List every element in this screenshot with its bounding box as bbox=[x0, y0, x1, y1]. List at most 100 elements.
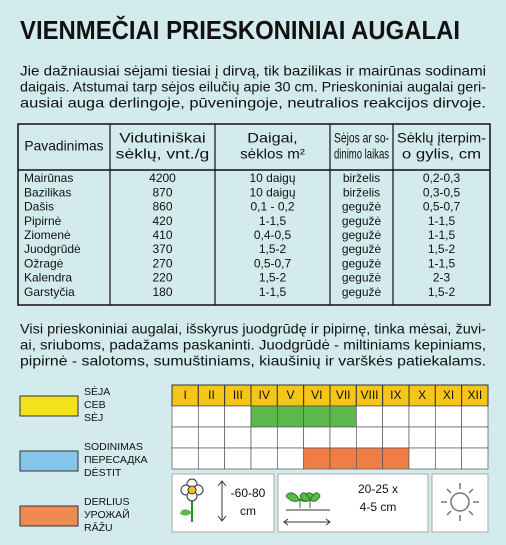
month-label: VI bbox=[311, 388, 322, 402]
table-cell: 220 bbox=[152, 271, 172, 285]
spacing-label: cm bbox=[240, 504, 256, 518]
calendar-cell bbox=[382, 447, 410, 470]
table-cell: 270 bbox=[152, 256, 172, 270]
intro-line: Jie dažniausiai sėjami tiesiai į dirvą, … bbox=[20, 63, 486, 79]
intro-line: daigais. Atstumai tarp sėjos eilučių api… bbox=[20, 79, 486, 95]
table-cell: gegužė bbox=[342, 214, 382, 228]
calendar-cell bbox=[355, 447, 384, 470]
table-cell: Pipirnė bbox=[24, 214, 62, 228]
calendar-cell bbox=[408, 426, 436, 449]
calendar-cell bbox=[434, 426, 463, 449]
icons bbox=[171, 473, 489, 533]
calendar-cell bbox=[329, 447, 357, 470]
calendar-cell bbox=[303, 447, 331, 470]
table-cell: 370 bbox=[152, 242, 172, 256]
month-label: X bbox=[418, 388, 426, 402]
table-cell: Dašis bbox=[24, 200, 54, 214]
table-cell: 10 daigų bbox=[249, 171, 295, 185]
calendar-cell bbox=[303, 426, 331, 449]
table-cell: 0,1 - 0,2 bbox=[250, 200, 294, 214]
legend-label: СЕВ bbox=[84, 399, 106, 411]
month-label: IV bbox=[258, 388, 269, 402]
month-label: II bbox=[208, 388, 215, 402]
calendar-cell bbox=[250, 447, 278, 470]
calendar-cell bbox=[382, 405, 410, 428]
calendar-cell bbox=[355, 405, 384, 428]
table-cell: 0,5-0,7 bbox=[254, 256, 292, 270]
table-cell: birželis bbox=[343, 171, 380, 185]
legend-swatch bbox=[19, 395, 79, 417]
spacing-label: -60-80 bbox=[231, 486, 266, 500]
month-label: III bbox=[233, 388, 243, 402]
calendar-cell bbox=[197, 426, 226, 449]
calendar-cell bbox=[408, 405, 436, 428]
table-cell: Bazilikas bbox=[24, 185, 71, 199]
table-cell: Mairūnas bbox=[24, 171, 73, 185]
calendar-cell bbox=[434, 447, 463, 470]
note-line: ai, sriuboms, padažams paskaninti. Juodg… bbox=[20, 337, 486, 353]
table-cell: 1,5-2 bbox=[259, 242, 287, 256]
month-label: XI bbox=[443, 388, 454, 402]
legend-label: УРОЖАЙ bbox=[84, 508, 130, 521]
legend-label: SĖJA bbox=[84, 385, 110, 398]
legend-swatch bbox=[19, 450, 79, 472]
table-cell: gegužė bbox=[342, 256, 382, 270]
column-header: dinimo laikas bbox=[334, 146, 389, 162]
sun-icon bbox=[441, 483, 479, 521]
table-cell: 10 daigų bbox=[249, 185, 295, 199]
calendar-cell bbox=[434, 405, 463, 428]
note-line: pipirnė - salotoms, sumuštiniams, kiauši… bbox=[20, 353, 486, 369]
calendar-cell bbox=[329, 426, 357, 449]
month-label: I bbox=[183, 388, 186, 402]
spacing-label: 20-25 x bbox=[358, 482, 398, 496]
calendar-cell bbox=[171, 447, 199, 470]
table-cell: gegužė bbox=[342, 242, 382, 256]
intro-line: ausiai auga derlingoje, pūveningoje, neu… bbox=[20, 95, 486, 111]
seedlings-icon bbox=[283, 492, 331, 526]
calendar-cell bbox=[329, 405, 357, 428]
table-cell: Ožragė bbox=[24, 256, 64, 270]
icon-box bbox=[431, 473, 489, 533]
height-arrow bbox=[217, 480, 227, 522]
table-cell: Juodgrūdė bbox=[24, 242, 81, 256]
calendar-cell bbox=[355, 426, 384, 449]
table-cell: 0,2-0,3 bbox=[423, 171, 461, 185]
legend-label: SĖJ bbox=[84, 411, 103, 424]
spacing-label: 4-5 cm bbox=[360, 500, 397, 514]
table-cell: gegužė bbox=[342, 285, 382, 299]
column-header: sėklos m² bbox=[240, 146, 305, 162]
calendar-cell bbox=[276, 426, 305, 449]
table-cell: 1-1,5 bbox=[428, 228, 456, 242]
calendar-cell bbox=[276, 405, 305, 428]
column-header: o gylis, cm bbox=[402, 146, 481, 162]
table-frame bbox=[17, 123, 491, 306]
calendar-cell bbox=[461, 405, 489, 428]
table-cell: gegužė bbox=[342, 271, 382, 285]
column-header: Sėklų įterpim- bbox=[397, 130, 486, 146]
month-label: VIII bbox=[360, 388, 378, 402]
calendar-cell bbox=[171, 405, 199, 428]
column-header: Pavadinimas bbox=[24, 138, 103, 154]
table-cell: 1,5-2 bbox=[428, 285, 456, 299]
table-cell: 870 bbox=[152, 185, 172, 199]
table-cell: 2-3 bbox=[433, 271, 451, 285]
column-header: Sėjos ar so- bbox=[334, 130, 389, 146]
legend-label: RĀŽU bbox=[84, 521, 113, 534]
calendar-cell bbox=[224, 447, 252, 470]
table-cell: 1-1,5 bbox=[428, 214, 456, 228]
table-cell: Garstyčia bbox=[24, 285, 75, 299]
table-cell: 1,5-2 bbox=[259, 271, 287, 285]
calendar-cell bbox=[276, 447, 305, 470]
legend-label: DĖSTIT bbox=[84, 466, 122, 479]
calendar-cell bbox=[408, 447, 436, 470]
month-label: XII bbox=[467, 388, 482, 402]
legend-label: DERLIUS bbox=[84, 496, 130, 508]
column-header: Vidutiniškai bbox=[119, 130, 205, 146]
table-cell: 420 bbox=[152, 214, 172, 228]
table-cell: gegužė bbox=[342, 200, 382, 214]
flower-icon bbox=[180, 478, 204, 522]
calendar-cell bbox=[197, 447, 226, 470]
table-cell: 1-1,5 bbox=[428, 256, 456, 270]
table-cell: birželis bbox=[343, 185, 380, 199]
